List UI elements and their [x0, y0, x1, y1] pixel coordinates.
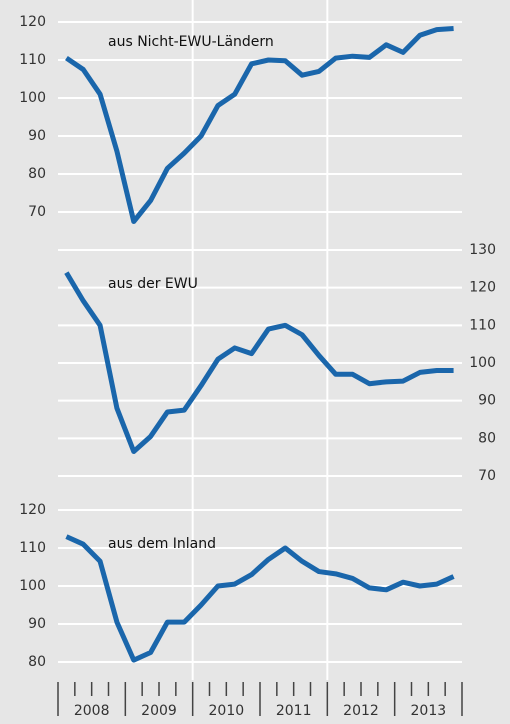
y-tick-label: 80 — [28, 654, 46, 670]
y-tick-label: 90 — [478, 393, 496, 409]
y-tick-label: 80 — [478, 430, 496, 446]
x-tick-label: 2010 — [209, 703, 245, 719]
x-tick-label: 2013 — [411, 703, 447, 719]
x-tick-label: 2012 — [343, 703, 379, 719]
y-tick-label: 120 — [469, 280, 496, 296]
y-tick-label: 100 — [19, 90, 46, 106]
y-tick-label: 90 — [28, 616, 46, 632]
panel-title: aus Nicht-EWU-Ländern — [108, 34, 274, 50]
y-tick-label: 110 — [19, 52, 46, 68]
data-line — [65, 534, 455, 663]
x-tick-label: 2009 — [141, 703, 177, 719]
y-tick-label: 100 — [19, 578, 46, 594]
panel-title: aus der EWU — [108, 276, 198, 292]
y-tick-label: 130 — [469, 242, 496, 258]
y-tick-label: 90 — [28, 128, 46, 144]
data-line — [65, 25, 454, 224]
y-tick-label: 120 — [19, 502, 46, 518]
y-tick-label: 70 — [28, 204, 46, 220]
y-tick-label: 120 — [19, 14, 46, 30]
y-tick-label: 70 — [478, 468, 496, 484]
x-tick-label: 2011 — [276, 703, 312, 719]
y-tick-label: 110 — [469, 317, 496, 333]
panel-title: aus dem Inland — [108, 536, 216, 552]
y-tick-label: 110 — [19, 540, 46, 556]
y-tick-label: 100 — [469, 355, 496, 371]
x-tick-label: 2008 — [74, 703, 110, 719]
y-tick-label: 80 — [28, 166, 46, 182]
data-line — [64, 271, 454, 455]
